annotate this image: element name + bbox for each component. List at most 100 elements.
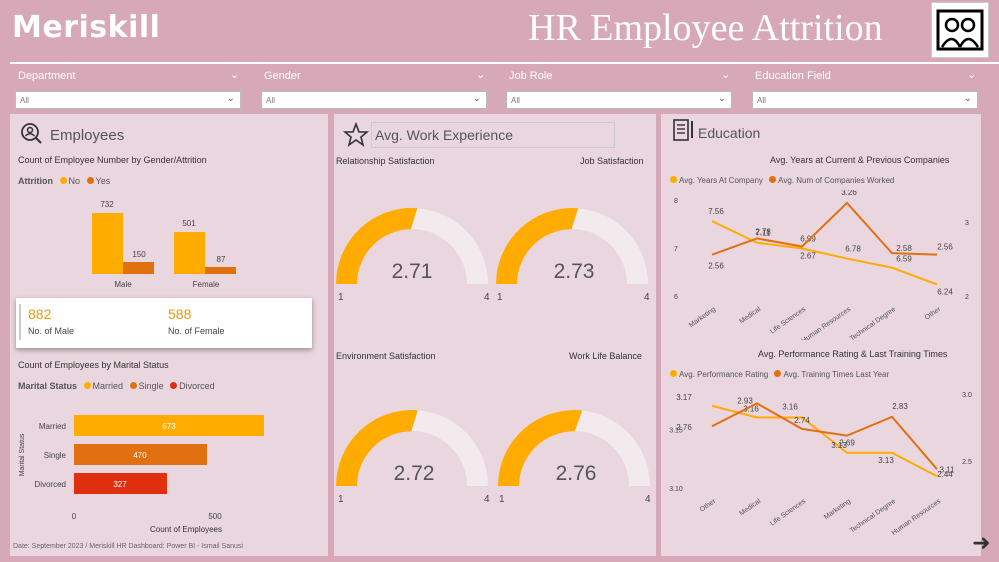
chevron-down-icon[interactable]: ⌄ [967,69,977,81]
legend-years: Avg. Years At Company [679,176,763,185]
gauge-job-value: 2.73 [554,260,595,283]
chevron-down-icon[interactable]: ⌄ [230,69,240,81]
gauge-min: 1 [497,292,503,303]
y-right-tick: 3 [965,220,969,227]
series-line[interactable] [711,220,938,286]
gauge-min: 1 [338,292,344,303]
bar-female-no[interactable] [174,232,205,274]
gender-attrition-chart-title: Count of Employee Number by Gender/Attri… [18,155,207,165]
series-line[interactable] [711,404,938,478]
performance-chart-legend: Avg. Performance Rating Avg. Training Ti… [666,370,889,379]
series-line[interactable] [711,402,938,470]
data-label: 7.56 [708,207,724,216]
data-label: 2.67 [800,252,816,261]
gauge-min: 1 [499,494,505,505]
data-label: 2.56 [708,262,724,271]
bar-single[interactable] [74,444,207,465]
data-label: 7.11 [756,229,772,238]
education-header: Education [698,125,761,141]
dashboard-title: HR Employee Attrition [528,7,883,49]
next-page-arrow-icon[interactable]: ➜ [972,530,991,555]
bar-married[interactable] [74,415,264,436]
legend-title: Attrition [18,176,53,186]
bar-male-no[interactable] [92,213,123,274]
marital-x-axis-label: Count of Employees [150,525,222,534]
chevron-down-icon: ⌄ [963,93,972,104]
attrition-legend: Attrition No Yes [18,176,110,186]
gauge-max: 4 [644,292,650,303]
bar-divorced[interactable] [74,473,167,494]
y-left-tick: 7 [674,246,678,253]
y-left-tick: 8 [674,198,678,205]
marital-status-chart: Marital Status Married 673 Single 470 Di… [19,415,264,534]
legend-yes: Yes [95,176,111,186]
legend-training: Avg. Training Times Last Year [783,370,890,379]
gender-kpi-card: 882 No. of Male 588 No. of Female [16,298,312,348]
y-right-tick: 3.0 [962,392,972,399]
x-tick-label: Other [699,498,718,514]
slicer-gender-dropdown[interactable]: All ⌄ [261,91,487,109]
slicer-education-label: Education Field [755,70,831,82]
legend-dot-married [83,382,91,389]
divorced-value: 327 [113,480,127,489]
star-icon [342,121,370,153]
data-label: 6.59 [896,255,912,264]
divorced-axis-label: Divorced [34,480,66,489]
data-label: 2.56 [937,243,953,252]
female-no-label: 501 [182,219,196,228]
gauge-max: 4 [484,494,490,505]
chevron-down-icon: ⌄ [472,93,481,104]
slicer-education-dropdown[interactable]: All ⌄ [752,91,978,109]
legend-dot-yes [86,177,94,184]
bar-female-yes[interactable] [205,267,236,274]
data-label: 2.83 [892,402,908,411]
gauge-max: 4 [484,292,490,303]
slicer-value: All [266,96,275,105]
gauge-relationship[interactable]: 2.71 1 4 [335,207,490,303]
married-axis-label: Married [39,422,66,431]
data-label: 2.93 [737,396,753,405]
gauge-worklife[interactable]: 2.76 1 4 [498,410,651,505]
legend-dot-years [670,176,677,183]
slicer-value: All [20,96,29,105]
data-label: 2.74 [794,416,810,425]
gauge-environment-title: Environment Satisfaction [336,351,436,361]
gauge-worklife-title: Work Life Balance [569,351,642,361]
x-tick-label: Life Sciences [769,498,808,528]
x-tick-label: Technical Degree [849,306,897,340]
data-label: 2.76 [676,423,692,432]
x-tick-label: Marketing [688,306,717,329]
x-tick-label: Technical Degree [849,498,897,535]
chevron-down-icon[interactable]: ⌄ [721,69,731,81]
bar-male-yes[interactable] [123,262,154,274]
data-label: 3.17 [676,393,692,402]
gauge-relationship-value: 2.71 [392,260,433,283]
gauge-job[interactable]: 2.73 1 4 [496,208,650,303]
legend-married: Married [92,381,124,391]
document-list-icon [672,118,696,149]
male-yes-label: 150 [132,250,146,259]
slicer-department-dropdown[interactable]: All ⌄ [15,91,241,109]
kpi-accent-bar [19,304,21,340]
slicer-jobrole-dropdown[interactable]: All ⌄ [506,91,732,109]
series-line[interactable] [711,201,938,256]
performance-line-chart: 3.10 3.15 2.5 3.0 Other Medical Life Sciences M… [669,392,972,537]
legend-single: Single [138,381,164,391]
x-tick-label: Medical [738,498,762,518]
legend-title: Marital Status [18,381,78,391]
data-label: 3.16 [743,405,759,414]
chevron-down-icon[interactable]: ⌄ [476,69,486,81]
data-label: 2.78 [755,227,771,236]
x-tick-500: 500 [208,512,222,521]
gauge-environment[interactable]: 2.72 1 4 [336,409,490,505]
legend-dot-single [129,382,137,389]
married-value: 673 [162,422,176,431]
employees-header: Employees [50,127,125,144]
kpi-female-label: No. of Female [168,326,225,336]
slicer-gender-label: Gender [264,70,301,82]
kpi-male-value: 882 [28,306,52,322]
marital-legend: Marital Status Married Single Divorced [18,381,215,391]
data-label: 6.78 [845,245,861,254]
legend-companies: Avg. Num of Companies Worked [778,176,895,185]
y-right-tick: 2.5 [962,459,972,466]
